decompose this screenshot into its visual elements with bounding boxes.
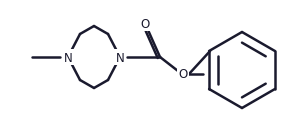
Text: O: O xyxy=(178,68,188,81)
Text: N: N xyxy=(116,51,124,64)
Text: N: N xyxy=(64,51,73,64)
Text: O: O xyxy=(140,17,150,30)
